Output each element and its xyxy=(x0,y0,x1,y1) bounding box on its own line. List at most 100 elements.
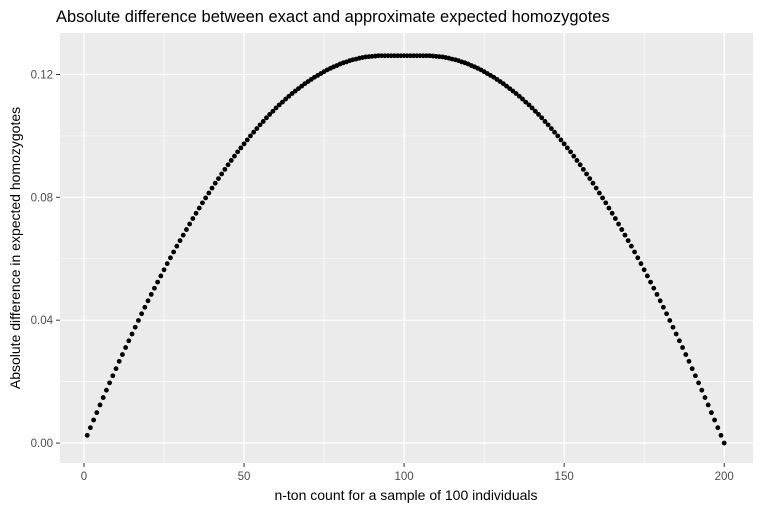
data-point xyxy=(513,91,519,96)
data-point xyxy=(635,255,641,261)
data-point xyxy=(568,149,573,155)
x-tick-label: 50 xyxy=(238,471,251,483)
data-point xyxy=(638,261,644,267)
x-tick-label: 200 xyxy=(715,471,734,483)
data-point xyxy=(641,267,647,273)
data-point xyxy=(651,285,657,291)
data-point xyxy=(548,126,554,131)
data-point xyxy=(107,380,113,386)
data-point xyxy=(622,232,628,238)
data-point xyxy=(654,291,660,297)
data-point xyxy=(539,115,545,121)
data-point xyxy=(536,111,541,117)
data-point xyxy=(708,410,714,416)
x-tick-label: 150 xyxy=(555,471,574,483)
data-point xyxy=(120,352,125,357)
data-point xyxy=(702,395,708,400)
data-point xyxy=(260,119,266,124)
data-point xyxy=(545,122,551,128)
data-point xyxy=(88,425,93,431)
data-point xyxy=(529,105,535,111)
data-point xyxy=(580,166,586,172)
data-point xyxy=(673,331,679,337)
data-point xyxy=(184,227,189,232)
data-point xyxy=(148,291,154,297)
data-point xyxy=(171,249,177,255)
data-point xyxy=(132,324,138,330)
data-point xyxy=(564,145,570,151)
data-point xyxy=(558,137,564,143)
data-point xyxy=(168,255,173,261)
data-point xyxy=(241,141,247,147)
data-point xyxy=(577,162,583,168)
data-point xyxy=(670,324,676,330)
data-point xyxy=(235,149,241,155)
data-point xyxy=(123,345,129,350)
data-point xyxy=(660,304,666,310)
data-point xyxy=(200,200,205,206)
data-point xyxy=(692,373,698,379)
data-point xyxy=(721,440,727,446)
data-point xyxy=(270,108,276,114)
data-point xyxy=(574,158,580,163)
data-point xyxy=(526,102,532,108)
data-point xyxy=(286,93,292,99)
major-grid xyxy=(60,33,753,463)
data-point xyxy=(164,261,170,267)
chart-title: Absolute difference between exact and ap… xyxy=(56,8,610,26)
data-point xyxy=(158,273,164,279)
data-point xyxy=(238,145,244,151)
data-point xyxy=(161,267,167,273)
data-point xyxy=(126,338,132,344)
data-point xyxy=(100,395,106,400)
data-point xyxy=(609,210,615,216)
data-point xyxy=(644,273,650,279)
data-point xyxy=(628,243,634,249)
data-point xyxy=(136,318,141,323)
data-point xyxy=(187,221,193,227)
data-point xyxy=(603,200,609,206)
data-point xyxy=(664,311,669,317)
data-point xyxy=(84,432,90,438)
data-point xyxy=(91,417,97,423)
data-point xyxy=(616,221,621,227)
data-point xyxy=(97,402,103,408)
data-point xyxy=(155,279,161,285)
data-point xyxy=(276,102,282,108)
data-point xyxy=(94,410,100,416)
data-point xyxy=(280,99,285,105)
data-point xyxy=(145,298,151,304)
x-tick-label: 100 xyxy=(395,471,414,483)
data-point xyxy=(104,387,109,393)
data-point xyxy=(267,111,273,117)
data-point xyxy=(225,162,231,168)
data-point xyxy=(110,373,116,379)
data-point xyxy=(718,432,724,438)
y-axis-title: Absolute difference in expected homozygo… xyxy=(7,107,23,389)
data-point xyxy=(222,166,228,172)
data-point xyxy=(232,153,237,159)
y-tick-label: 0.00 xyxy=(31,438,53,450)
data-point xyxy=(699,387,705,393)
data-point xyxy=(193,210,199,216)
data-point xyxy=(203,195,209,201)
data-point xyxy=(648,279,653,285)
data-point xyxy=(571,153,577,159)
data-point xyxy=(593,185,599,191)
data-point xyxy=(612,216,618,221)
data-point xyxy=(625,238,631,244)
data-point xyxy=(516,93,522,99)
data-point xyxy=(251,129,257,135)
data-point xyxy=(273,105,279,111)
data-point xyxy=(686,358,692,364)
data-point xyxy=(190,216,196,221)
y-axis: 0.00 0.04 0.08 0.12 xyxy=(31,69,60,450)
data-point xyxy=(542,119,548,124)
x-axis: 0 50 100 150 200 xyxy=(81,463,734,483)
data-point xyxy=(244,137,250,143)
data-point xyxy=(696,380,701,386)
data-point xyxy=(657,298,663,304)
data-point xyxy=(590,180,596,186)
data-point xyxy=(254,126,260,131)
data-point xyxy=(196,205,202,211)
